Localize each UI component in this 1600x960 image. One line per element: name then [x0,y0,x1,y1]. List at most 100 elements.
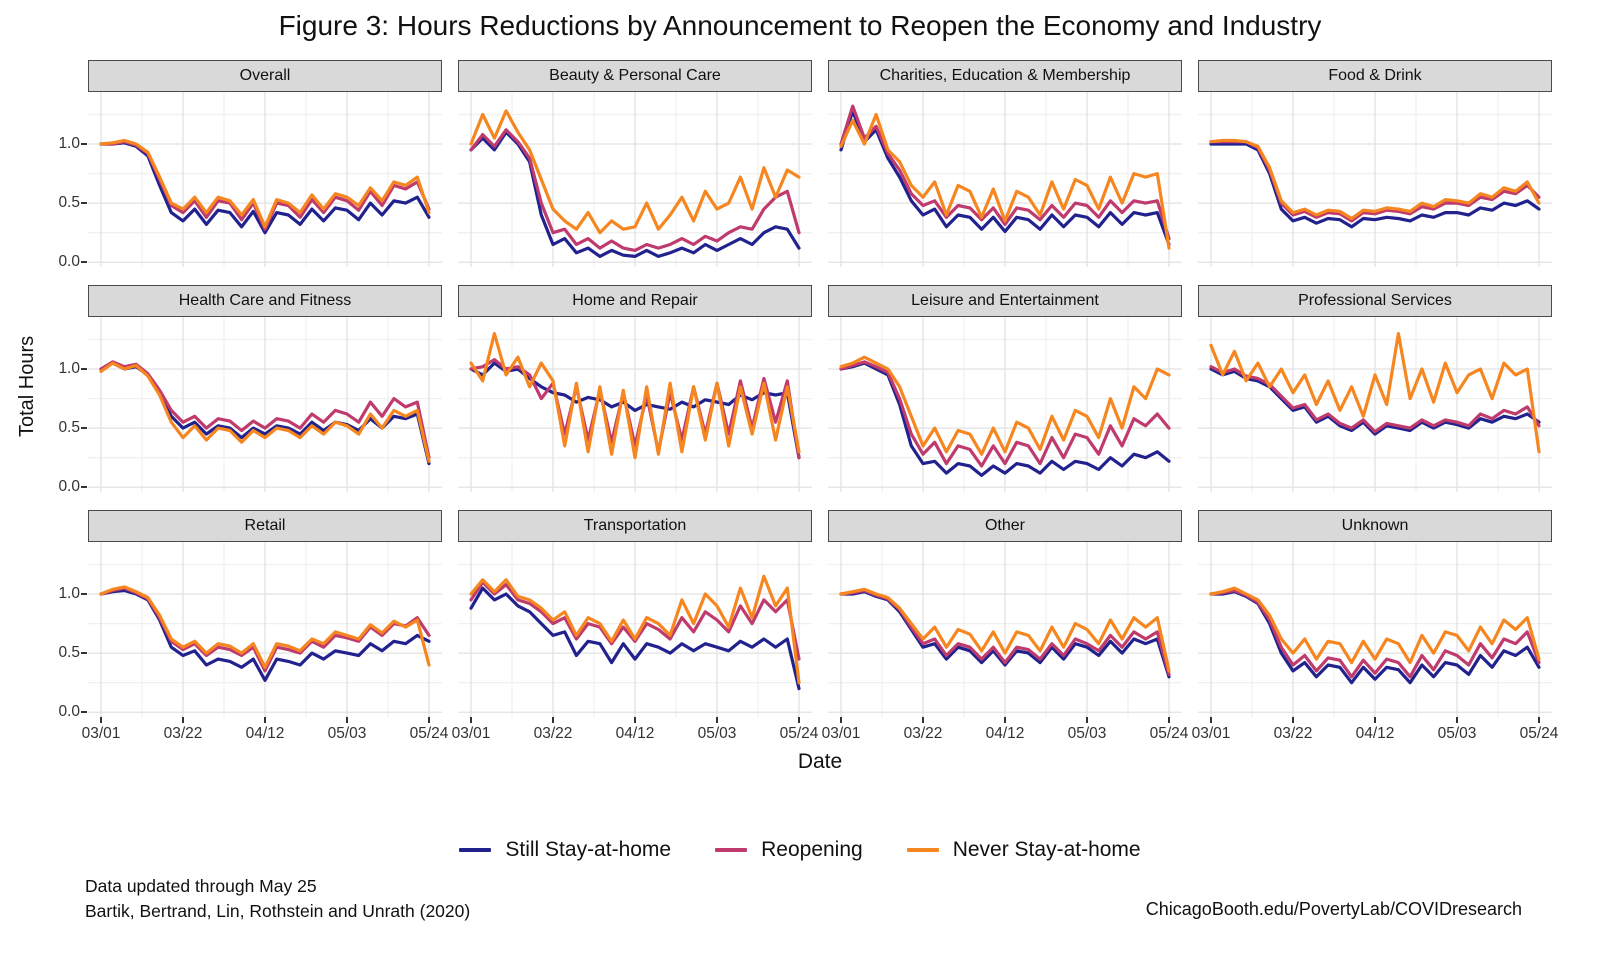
x-tick-label: 05/03 [697,725,737,742]
facet-title: Unknown [1198,510,1552,542]
legend-item-still: Still Stay-at-home [459,838,671,862]
series-line-never [99,138,431,229]
y-tick-mark [81,261,87,264]
footer-note-updated: Data updated through May 25 [85,876,317,896]
series-line-still [469,130,801,258]
x-tick-mark [428,717,430,723]
y-tick-mark [81,652,87,655]
y-tick-label: 1.0 [58,585,80,603]
series-line-reopening [469,128,801,252]
facets-grid: Overall Beauty & Personal Care Charities, … [88,60,1552,717]
legend-swatch-still [459,847,492,853]
y-tick-label: 0.0 [58,253,80,271]
x-tick-label: 03/22 [903,725,943,742]
y-axis-title: Total Hours [16,335,38,437]
y-tick-mark [81,711,87,714]
x-tick-label: 05/24 [409,725,449,742]
legend-swatch-reopening [715,847,748,853]
x-tick-label: 03/01 [1191,725,1231,742]
x-tick-label: 05/24 [779,725,819,742]
facet: Transportation [458,510,812,717]
legend-label-still: Still Stay-at-home [505,838,672,861]
x-tick-mark [346,717,348,723]
x-tick-mark [1086,717,1088,723]
y-tick-label: 0.5 [58,194,80,212]
facet-plot-retail [88,542,442,717]
x-tick-mark [100,717,102,723]
series-line-still [1209,367,1541,436]
x-tick-label: 05/03 [327,725,367,742]
facet-plot-health-care-and-fitness [88,317,442,492]
x-tick-mark [1168,717,1170,723]
x-tick-mark [264,717,266,723]
x-tick-label: 05/24 [1519,725,1559,742]
x-tick-label: 03/01 [451,725,491,742]
facet: Leisure and Entertainment [828,285,1182,492]
x-tick-label: 04/12 [985,725,1025,742]
series-line-never [469,109,801,235]
series-line-never [469,332,801,460]
series-line-still [839,109,1171,247]
facet-title: Professional Services [1198,285,1552,317]
facet-title: Charities, Education & Membership [828,60,1182,92]
series-line-never [839,355,1171,456]
y-tick-mark [81,593,87,596]
series-line-never [99,585,431,669]
facet-title: Transportation [458,510,812,542]
facet: Other [828,510,1182,717]
series-line-reopening [839,104,1171,241]
series-line-never [1209,332,1541,454]
facet-plot-unknown [1198,542,1552,717]
facet-title: Retail [88,510,442,542]
y-tick-label: 0.5 [58,419,80,437]
facet-title: Leisure and Entertainment [828,285,1182,317]
x-tick-mark [716,717,718,723]
x-tick-mark [1210,717,1212,723]
legend-item-reopening: Reopening [715,838,863,862]
x-tick-mark [1292,717,1294,723]
facet-title: Home and Repair [458,285,812,317]
series-line-reopening [1209,588,1541,679]
series-line-never [839,112,1171,250]
x-tick-mark [798,717,800,723]
series-line-never [1209,138,1541,221]
x-tick-mark [182,717,184,723]
legend-label-reopening: Reopening [761,838,863,861]
y-tick-mark [81,427,87,430]
footer-note-citation: Bartik, Bertrand, Lin, Rothstein and Unr… [85,901,471,921]
facet: Overall [88,60,442,267]
facet-plot-professional-services [1198,317,1552,492]
facet-title: Overall [88,60,442,92]
legend-label-never: Never Stay-at-home [952,838,1141,861]
facet: Retail [88,510,442,717]
legend: Still Stay-at-home Reopening Never Stay-… [0,832,1600,868]
facet-plot-transportation [458,542,812,717]
y-tick-mark [81,368,87,371]
facet-plot-food-drink [1198,92,1552,267]
legend-item-never: Never Stay-at-home [906,838,1141,862]
facet-title: Health Care and Fitness [88,285,442,317]
series-line-never [839,587,1171,673]
x-tick-label: 04/12 [245,725,285,742]
x-tick-label: 04/12 [615,725,655,742]
x-tick-mark [634,717,636,723]
x-tick-mark [1538,717,1540,723]
y-tick-mark [81,486,87,489]
facet-plot-other [828,542,1182,717]
x-tick-label: 03/01 [81,725,121,742]
legend-swatch-never [906,847,939,853]
facet: Professional Services [1198,285,1552,492]
facet-plot-home-and-repair [458,317,812,492]
series-line-still [839,361,1171,477]
facet-title: Food & Drink [1198,60,1552,92]
y-tick-label: 0.0 [58,478,80,496]
y-tick-mark [81,143,87,146]
y-tick-label: 0.5 [58,644,80,662]
series-line-still [469,586,801,691]
x-tick-mark [470,717,472,723]
facet-plot-leisure-and-entertainment [828,317,1182,492]
x-tick-label: 03/22 [533,725,573,742]
x-tick-mark [840,717,842,723]
facet-title: Beauty & Personal Care [458,60,812,92]
